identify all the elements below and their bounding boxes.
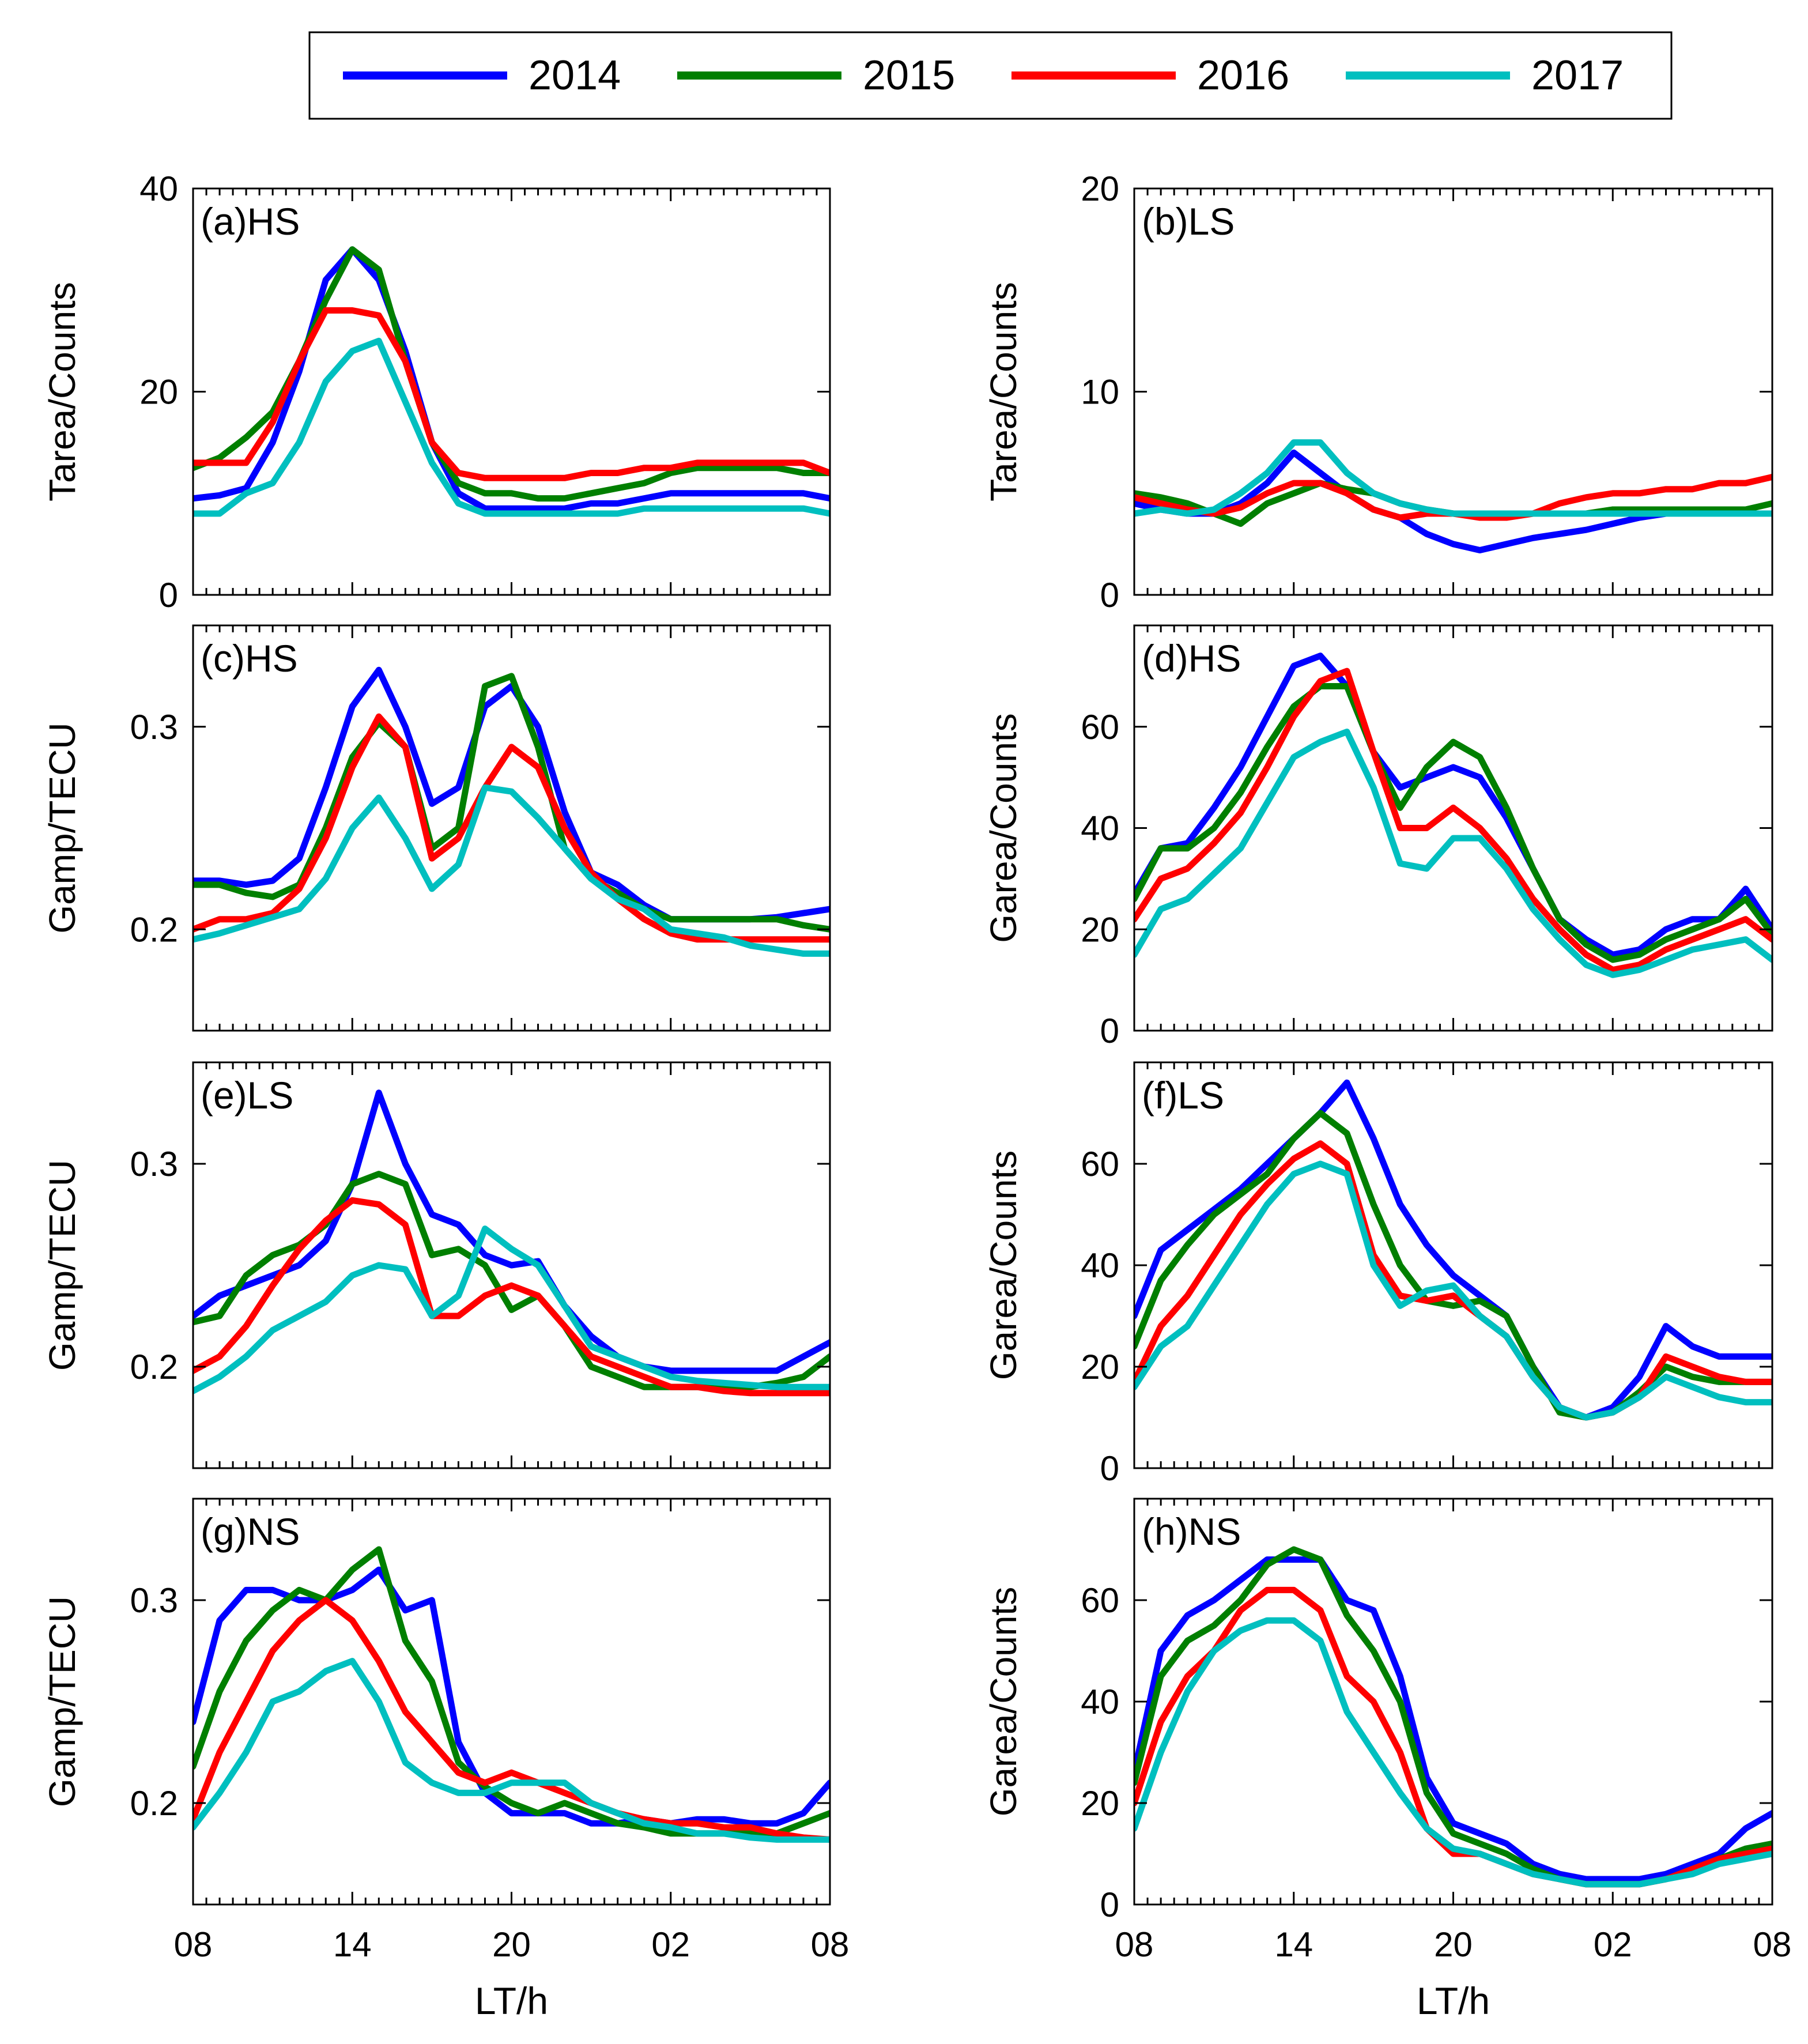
- legend-label-2015: 2015: [863, 52, 955, 99]
- y-axis-label: Tarea/Counts: [41, 282, 83, 501]
- y-tick-label: 40: [1081, 809, 1119, 848]
- y-tick-label: 20: [1081, 169, 1119, 208]
- x-tick-label: 08: [174, 1925, 213, 1964]
- x-tick-label: 20: [1434, 1925, 1473, 1964]
- series-line-2017: [193, 784, 830, 957]
- legend-label-2016: 2016: [1197, 52, 1289, 99]
- y-tick-label: 60: [1081, 1145, 1119, 1183]
- series-line-2017: [193, 1658, 830, 1843]
- panel-label: (d)HS: [1142, 637, 1241, 680]
- panel-label: (c)HS: [201, 637, 298, 680]
- series-line-2016: [193, 307, 830, 481]
- panel-label: (a)HS: [201, 200, 300, 243]
- series-line-2017: [1134, 1617, 1772, 1888]
- panel-label: (g)NS: [201, 1510, 300, 1553]
- panel-label: (b)LS: [1142, 200, 1235, 243]
- y-axis-label: Garea/Counts: [983, 713, 1024, 942]
- y-tick-label: 60: [1081, 1581, 1119, 1620]
- y-tick-label: 0: [1100, 1449, 1119, 1488]
- y-tick-label: 40: [139, 169, 178, 208]
- panel-ahs: 0 20 40 Tarea/Counts (a)HS: [41, 169, 831, 614]
- panel-bls: 0 10 20 Tarea/Counts (b)LS: [983, 169, 1773, 614]
- series-line-2015: [1134, 683, 1772, 963]
- series-line-2014: [1134, 1556, 1772, 1883]
- y-axis-label: Gamp/TECU: [41, 1596, 83, 1807]
- panel-hns: 0 20 40 60 08 14 20 02 08 LT/h Garea/Counts (h)NS: [983, 1498, 1792, 2022]
- y-tick-label: 0.3: [130, 1581, 178, 1620]
- x-tick-label: 14: [333, 1925, 372, 1964]
- series-line-2017: [193, 337, 830, 517]
- y-tick-label: 20: [1081, 1784, 1119, 1823]
- series-line-2014: [1134, 653, 1772, 958]
- y-tick-label: 40: [1081, 1683, 1119, 1721]
- y-axis-label: Garea/Counts: [983, 1151, 1024, 1380]
- y-tick-label: 10: [1081, 373, 1119, 412]
- series-line-2016: [1134, 1140, 1772, 1421]
- series-line-2016: [193, 1597, 830, 1843]
- y-tick-label: 0.2: [130, 910, 178, 949]
- series-line-2016: [193, 1197, 830, 1397]
- y-axis-label: Garea/Counts: [983, 1587, 1024, 1816]
- series-line-2014: [193, 1089, 830, 1374]
- panel-els: 0.2 0.3 Gamp/TECU (e)LS: [41, 1061, 831, 1469]
- legend: 2014 2015 2016 2017: [308, 31, 1673, 120]
- y-tick-label: 0: [1100, 576, 1119, 614]
- series-line-2017: [1134, 439, 1772, 517]
- y-tick-label: 0.3: [130, 1145, 178, 1183]
- y-axis-label: Gamp/TECU: [41, 722, 83, 933]
- y-axis-label: Gamp/TECU: [41, 1160, 83, 1371]
- series-line-2014: [193, 246, 830, 512]
- y-tick-label: 40: [1081, 1246, 1119, 1285]
- x-axis-label: LT/h: [475, 1979, 548, 2022]
- x-tick-label: 08: [1115, 1925, 1154, 1964]
- y-tick-label: 60: [1081, 708, 1119, 746]
- legend-label-2014: 2014: [529, 52, 621, 99]
- x-axis-label: LT/h: [1417, 1979, 1490, 2022]
- y-tick-label: 0: [1100, 1012, 1119, 1050]
- series-line-2017: [1134, 729, 1772, 978]
- y-axis-label: Tarea/Counts: [983, 282, 1024, 501]
- y-tick-label: 0: [159, 576, 178, 614]
- series-line-2017: [1134, 1160, 1772, 1421]
- panel-label: (f)LS: [1142, 1074, 1224, 1117]
- panels: 02040Tarea/Counts(a)HS01020Tarea/Counts(…: [41, 169, 1791, 2022]
- legend-label-2017: 2017: [1531, 52, 1624, 99]
- y-tick-label: 0: [1100, 1885, 1119, 1924]
- y-tick-label: 20: [1081, 910, 1119, 949]
- y-tick-label: 0.2: [130, 1348, 178, 1386]
- y-tick-label: 0.2: [130, 1784, 178, 1823]
- panel-dhs: 0 20 40 60 Garea/Counts (d)HS: [983, 624, 1773, 1050]
- x-tick-label: 20: [492, 1925, 531, 1964]
- panel-label: (e)LS: [201, 1074, 293, 1117]
- panel-label: (h)NS: [1142, 1510, 1241, 1553]
- panel-gns: 0.2 0.3 08 14 20 02 08 LT/h Gamp/TECU (g)NS: [41, 1498, 850, 2022]
- panel-chs: 0.2 0.3 Gamp/TECU (c)HS: [41, 624, 831, 1032]
- x-tick-label: 08: [811, 1925, 850, 1964]
- x-tick-label: 14: [1274, 1925, 1313, 1964]
- series-line-2014: [1134, 1079, 1772, 1421]
- x-tick-label: 08: [1753, 1925, 1792, 1964]
- series-line-2017: [193, 1225, 830, 1394]
- y-tick-label: 20: [139, 373, 178, 412]
- series-line-2015: [1134, 1110, 1772, 1421]
- y-tick-label: 20: [1081, 1348, 1119, 1386]
- x-tick-label: 02: [1594, 1925, 1632, 1964]
- panel-fls: 0 20 40 60 Garea/Counts (f)LS: [983, 1061, 1773, 1488]
- series-line-2016: [1134, 667, 1772, 973]
- series-line-2014: [193, 1566, 830, 1827]
- x-tick-label: 02: [651, 1925, 690, 1964]
- y-tick-label: 0.3: [130, 708, 178, 746]
